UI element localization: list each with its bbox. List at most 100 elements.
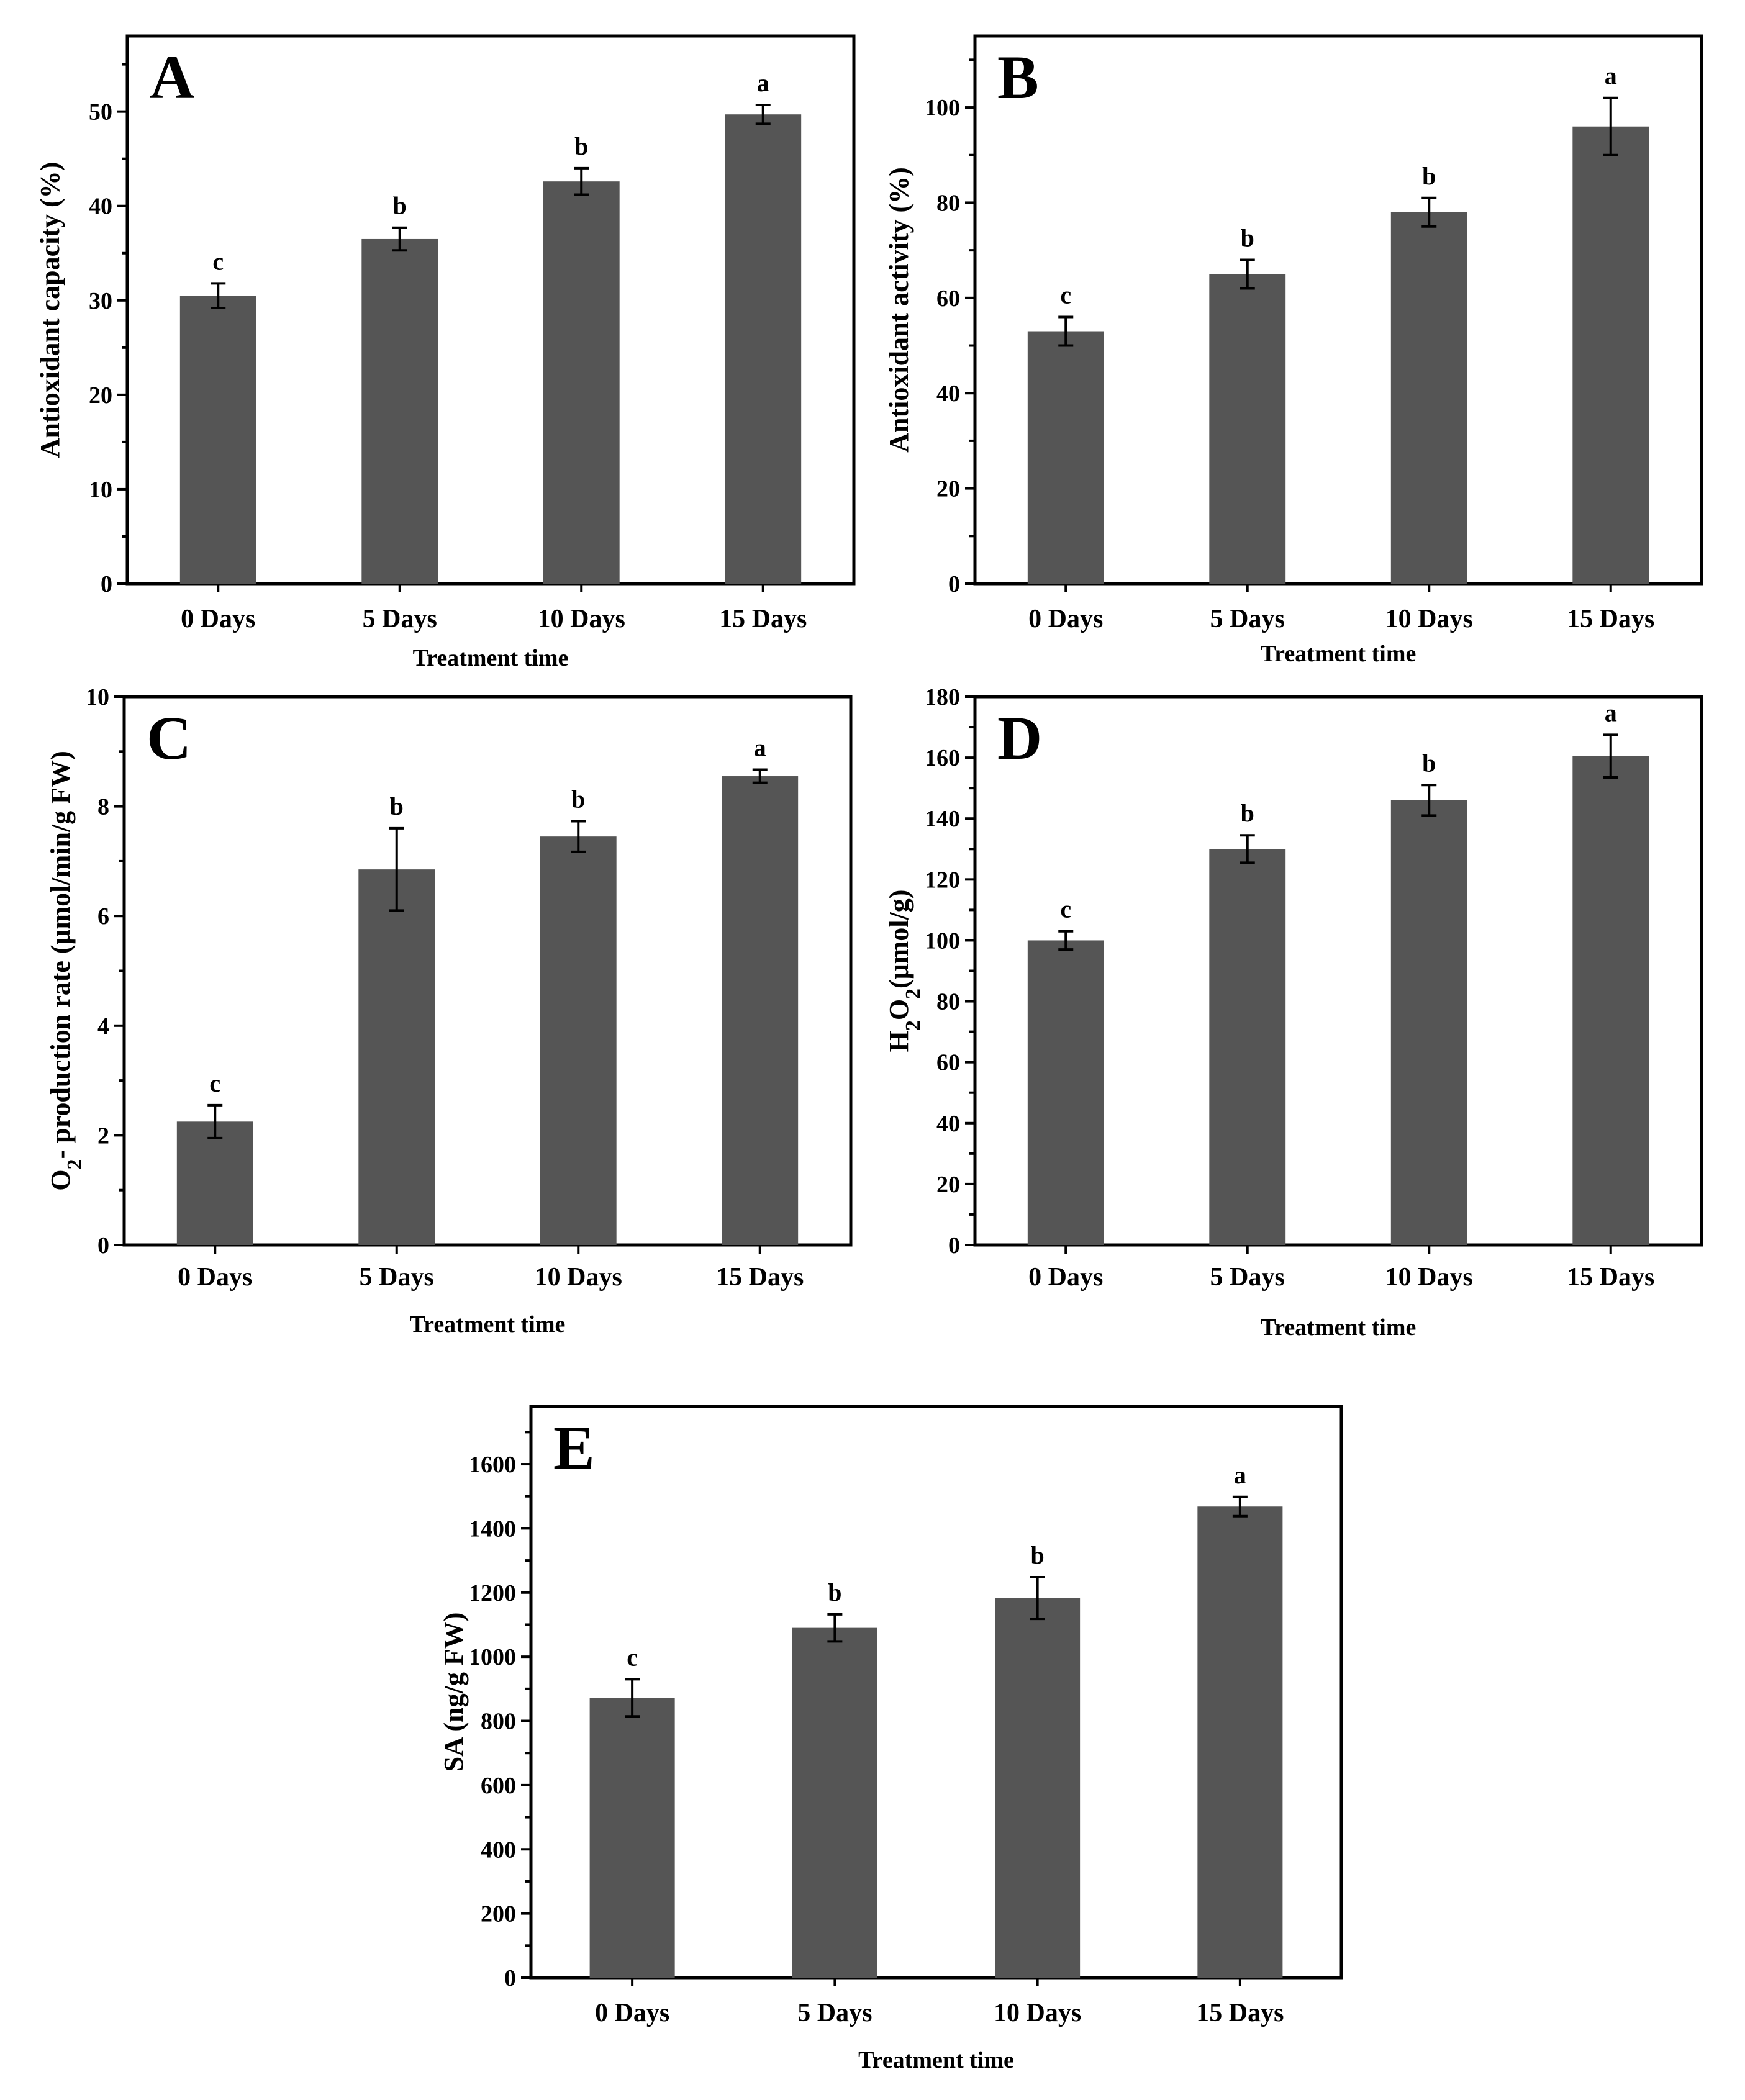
- significance-letter: c: [209, 1069, 220, 1097]
- y-axis-title: SA (ng/g FW): [438, 1613, 469, 1772]
- x-tick-label: 15 Days: [1567, 605, 1654, 633]
- y-tick-label: 0: [97, 1233, 109, 1259]
- significance-letter: b: [1422, 749, 1436, 777]
- bar-b-1: [1209, 274, 1286, 584]
- x-tick-label: 10 Days: [1385, 1263, 1473, 1292]
- bar-c-1: [358, 869, 435, 1245]
- significance-letter: a: [757, 69, 769, 97]
- y-tick-label: 40: [936, 381, 960, 407]
- significance-letter: a: [1605, 699, 1617, 726]
- chart-panel-c: 0 2 4 6 8 10 c 0 Days b 5 Days b 10 Days a 15 Days C Tr…: [45, 684, 853, 1337]
- y-tick-label: 180: [925, 684, 960, 710]
- x-axis-title: Treatment time: [1261, 1315, 1416, 1341]
- y-tick-label: 40: [89, 194, 112, 220]
- bar-e-2: [995, 1598, 1081, 1978]
- y-tick-label: 100: [925, 95, 960, 121]
- y-axis-title: O2- production rate (μmol/min/g FW): [45, 751, 86, 1190]
- x-axis-title: Treatment time: [410, 1311, 566, 1337]
- x-tick-label: 15 Days: [716, 1263, 804, 1292]
- y-tick-label: 1200: [469, 1580, 516, 1606]
- plot-frame: [529, 1405, 1343, 1980]
- significance-letter: b: [1241, 799, 1254, 827]
- significance-letter: c: [1060, 281, 1071, 309]
- y-tick-label: 40: [936, 1111, 960, 1137]
- panel-letter: E: [553, 1413, 595, 1482]
- plot-frame: [973, 34, 1703, 586]
- y-tick-label: 0: [948, 571, 960, 597]
- bar-d-0: [1027, 940, 1104, 1245]
- significance-letter: b: [828, 1578, 841, 1606]
- bar-a-1: [361, 238, 438, 584]
- panel-letter: B: [997, 43, 1039, 112]
- y-tick-label: 0: [948, 1233, 960, 1259]
- chart-panel-d: 0 20 40 60 80 100 120 140 160 180 c 0 Days b 5 Days b 1…: [884, 684, 1703, 1341]
- x-axis-title: Treatment time: [858, 2047, 1014, 2073]
- y-tick-label: 100: [925, 928, 960, 954]
- y-tick-label: 20: [936, 1172, 960, 1198]
- y-tick-label: 80: [936, 190, 960, 216]
- y-tick-label: 0: [504, 1965, 516, 1991]
- chart-panel-e: 0 200 400 600 800 1000 1200 1400 1600 c 0 Days b 5 D…: [438, 1405, 1343, 2073]
- y-tick-label: 1600: [469, 1452, 516, 1478]
- y-tick-label: 160: [925, 745, 960, 771]
- x-tick-label: 15 Days: [1567, 1263, 1654, 1292]
- x-tick-label: 0 Days: [1028, 1263, 1103, 1292]
- x-tick-label: 15 Days: [1196, 1999, 1284, 2027]
- bar-b-2: [1390, 212, 1467, 584]
- x-tick-label: 0 Days: [181, 605, 255, 633]
- x-tick-label: 10 Days: [538, 605, 625, 633]
- significance-letter: b: [390, 792, 404, 820]
- y-tick-label: 200: [481, 1901, 516, 1927]
- x-axis-title: Treatment time: [1261, 641, 1416, 667]
- significance-letter: b: [571, 785, 585, 813]
- significance-letter: c: [1060, 895, 1071, 923]
- x-tick-label: 5 Days: [797, 1999, 872, 2027]
- plot-frame: [125, 34, 856, 586]
- y-axis-title: Antioxidant activity (%): [884, 167, 914, 453]
- significance-letter: b: [574, 132, 588, 160]
- y-tick-label: 1000: [469, 1644, 516, 1670]
- x-tick-label: 5 Days: [1210, 605, 1285, 633]
- significance-letter: a: [1605, 62, 1617, 90]
- bar-b-0: [1027, 331, 1104, 584]
- y-tick-label: 1400: [469, 1516, 516, 1542]
- significance-letter: a: [1234, 1461, 1246, 1489]
- y-tick-label: 8: [97, 794, 109, 820]
- y-tick-label: 0: [101, 571, 112, 597]
- significance-letter: b: [1241, 224, 1254, 251]
- y-tick-label: 20: [89, 382, 112, 409]
- bar-c-0: [176, 1121, 253, 1245]
- significance-letter: c: [212, 247, 224, 275]
- x-axis-title: Treatment time: [413, 645, 569, 671]
- y-tick-label: 20: [936, 476, 960, 502]
- bar-a-3: [725, 114, 802, 584]
- bar-c-3: [722, 776, 799, 1245]
- x-tick-label: 5 Days: [1210, 1263, 1285, 1292]
- bar-e-3: [1197, 1506, 1283, 1978]
- significance-letter: c: [627, 1643, 638, 1671]
- x-tick-label: 15 Days: [719, 605, 807, 633]
- panel-letter: A: [150, 43, 194, 112]
- y-tick-label: 60: [936, 1050, 960, 1076]
- significance-letter: a: [754, 733, 766, 761]
- bar-a-0: [179, 296, 256, 584]
- bar-d-3: [1572, 756, 1649, 1245]
- bar-d-2: [1390, 800, 1467, 1245]
- bar-d-1: [1209, 849, 1286, 1245]
- panel-letter: C: [147, 704, 191, 772]
- x-tick-label: 10 Days: [1385, 605, 1473, 633]
- y-tick-label: 120: [925, 867, 960, 893]
- y-axis-title: Antioxidant capacity (%): [35, 162, 65, 458]
- y-tick-label: 30: [89, 288, 112, 314]
- x-tick-label: 0 Days: [178, 1263, 252, 1292]
- x-tick-label: 5 Days: [360, 1263, 434, 1292]
- y-tick-label: 140: [925, 806, 960, 832]
- x-tick-label: 10 Days: [535, 1263, 622, 1292]
- y-axis-title: H2O2(μmol/g): [884, 890, 925, 1052]
- bar-e-0: [589, 1698, 675, 1978]
- panel-letter: D: [997, 704, 1042, 772]
- y-tick-label: 400: [481, 1837, 516, 1863]
- x-tick-label: 10 Days: [994, 1999, 1081, 2027]
- y-tick-label: 60: [936, 286, 960, 312]
